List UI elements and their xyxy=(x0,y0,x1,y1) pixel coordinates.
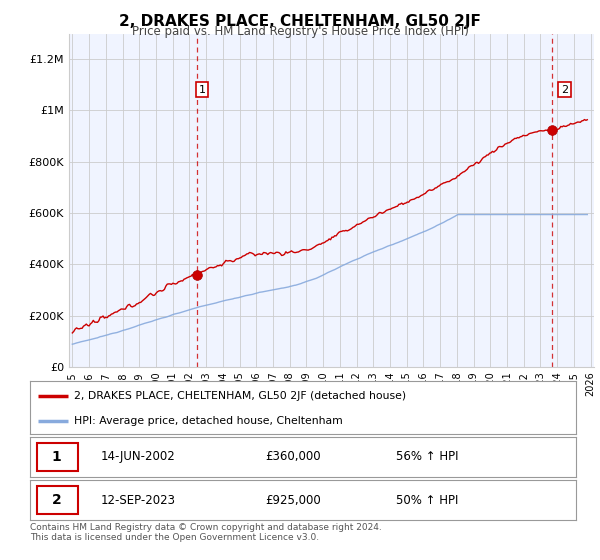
Text: 14-JUN-2002: 14-JUN-2002 xyxy=(101,450,176,464)
Text: Price paid vs. HM Land Registry's House Price Index (HPI): Price paid vs. HM Land Registry's House … xyxy=(131,25,469,38)
Text: 2: 2 xyxy=(52,493,62,507)
Text: 50% ↑ HPI: 50% ↑ HPI xyxy=(396,493,458,507)
FancyBboxPatch shape xyxy=(37,486,77,514)
Text: 1: 1 xyxy=(199,85,206,95)
Text: £360,000: £360,000 xyxy=(265,450,320,464)
Text: 2, DRAKES PLACE, CHELTENHAM, GL50 2JF: 2, DRAKES PLACE, CHELTENHAM, GL50 2JF xyxy=(119,14,481,29)
Text: 2: 2 xyxy=(561,85,568,95)
Text: 1: 1 xyxy=(52,450,62,464)
Text: 56% ↑ HPI: 56% ↑ HPI xyxy=(396,450,458,464)
Text: 12-SEP-2023: 12-SEP-2023 xyxy=(101,493,176,507)
Text: 2, DRAKES PLACE, CHELTENHAM, GL50 2JF (detached house): 2, DRAKES PLACE, CHELTENHAM, GL50 2JF (d… xyxy=(74,391,406,401)
FancyBboxPatch shape xyxy=(37,443,77,471)
Text: HPI: Average price, detached house, Cheltenham: HPI: Average price, detached house, Chel… xyxy=(74,416,343,426)
Text: Contains HM Land Registry data © Crown copyright and database right 2024.
This d: Contains HM Land Registry data © Crown c… xyxy=(30,523,382,543)
Text: £925,000: £925,000 xyxy=(265,493,320,507)
